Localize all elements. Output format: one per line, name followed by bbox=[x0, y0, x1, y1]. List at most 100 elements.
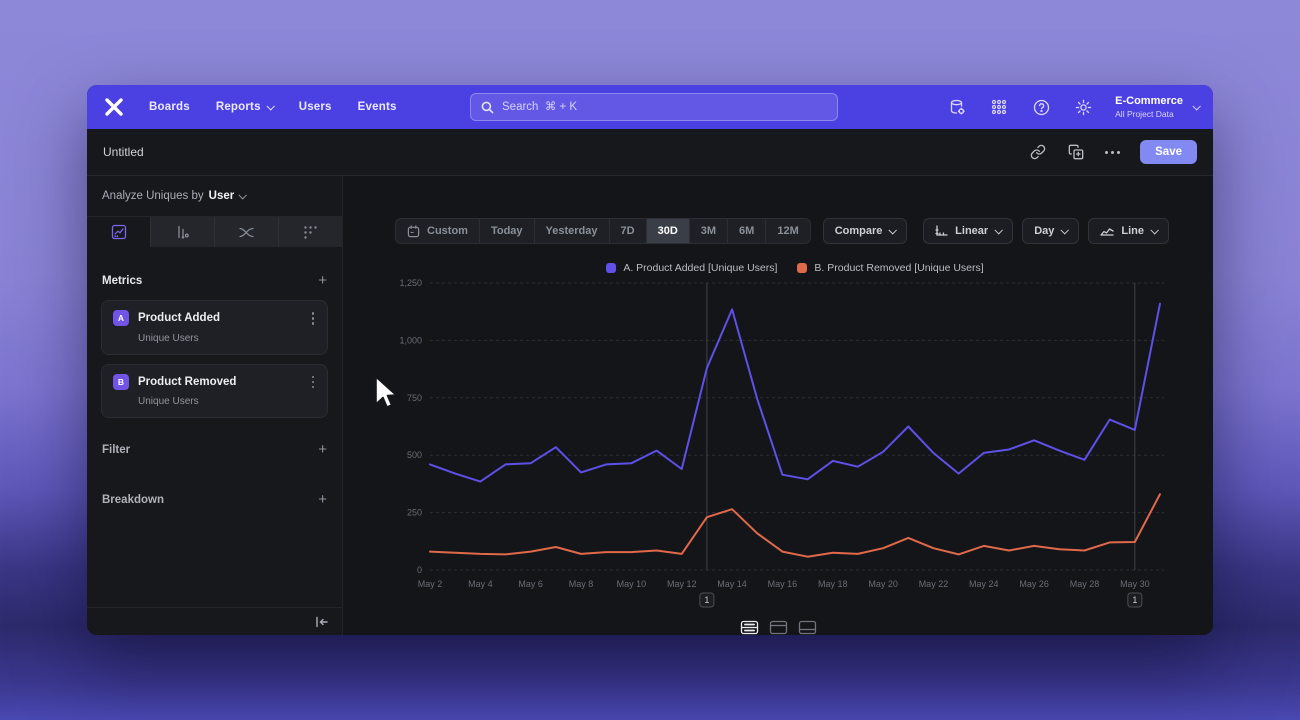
breakdown-section: Breakdown + bbox=[87, 492, 342, 507]
help-icon[interactable] bbox=[1031, 97, 1051, 117]
range-12m-button[interactable]: 12M bbox=[765, 219, 809, 243]
collapse-sidebar-icon[interactable] bbox=[315, 616, 329, 628]
scale-dropdown[interactable]: Linear bbox=[923, 218, 1014, 244]
legend-item-a[interactable]: A. Product Added [Unique Users] bbox=[606, 262, 777, 274]
svg-text:May 12: May 12 bbox=[667, 579, 697, 589]
metric-card-b[interactable]: B Product Removed Unique Users bbox=[101, 363, 328, 418]
add-breakdown-button[interactable]: + bbox=[318, 491, 327, 508]
svg-text:May 18: May 18 bbox=[818, 579, 848, 589]
interval-dropdown[interactable]: Day bbox=[1022, 218, 1080, 244]
range-label: 6M bbox=[739, 225, 755, 237]
data-governance-icon[interactable] bbox=[947, 97, 967, 117]
tab-retention[interactable] bbox=[278, 217, 342, 247]
svg-text:1: 1 bbox=[1132, 595, 1137, 605]
funnel-bars-icon bbox=[177, 225, 189, 239]
mixpanel-logo-icon[interactable] bbox=[101, 94, 127, 120]
legend-item-b[interactable]: B. Product Removed [Unique Users] bbox=[797, 262, 984, 274]
analyze-entity-dropdown[interactable]: User bbox=[208, 190, 248, 202]
chart-toolbar: Custom Today Yesterday 7D 30D 3M 6M 12M … bbox=[395, 218, 1169, 244]
nav-item-label: Boards bbox=[149, 101, 190, 113]
nav-item-boards[interactable]: Boards bbox=[149, 101, 190, 113]
navbar-right-group: E-Commerce All Project Data bbox=[947, 95, 1201, 119]
svg-text:500: 500 bbox=[407, 450, 422, 460]
breakdown-label: Breakdown bbox=[102, 493, 164, 506]
chart-type-dropdown[interactable]: Line bbox=[1088, 218, 1169, 244]
compare-label: Compare bbox=[834, 225, 883, 237]
project-text: E-Commerce All Project Data bbox=[1115, 95, 1183, 119]
svg-text:1: 1 bbox=[704, 595, 709, 605]
svg-text:May 8: May 8 bbox=[569, 579, 594, 589]
report-type-tabs bbox=[87, 217, 342, 247]
metric-subtitle[interactable]: Unique Users bbox=[138, 396, 199, 407]
svg-text:0: 0 bbox=[417, 565, 422, 575]
add-metric-button[interactable]: + bbox=[318, 272, 327, 289]
content-area: Analyze Uniques by User bbox=[87, 176, 1213, 635]
metric-menu-icon[interactable] bbox=[310, 374, 317, 391]
annotation-badge[interactable] bbox=[1127, 592, 1143, 608]
analyze-entity-value: User bbox=[208, 190, 235, 202]
layout-chart-top-button[interactable] bbox=[767, 619, 789, 635]
svg-text:May 30: May 30 bbox=[1120, 579, 1150, 589]
range-3m-button[interactable]: 3M bbox=[688, 219, 727, 243]
range-30d-button[interactable]: 30D bbox=[645, 219, 689, 243]
series-line-a[interactable] bbox=[429, 302, 1161, 483]
top-navbar: Boards Reports Users Events bbox=[87, 85, 1213, 129]
chevron-down-icon bbox=[1060, 226, 1070, 235]
project-name: E-Commerce bbox=[1115, 94, 1183, 107]
save-button[interactable]: Save bbox=[1140, 140, 1197, 164]
svg-text:May 14: May 14 bbox=[717, 579, 747, 589]
chart-legend: A. Product Added [Unique Users] B. Produ… bbox=[430, 262, 1160, 274]
tab-insights[interactable] bbox=[87, 217, 150, 247]
range-custom-button[interactable]: Custom bbox=[396, 219, 479, 243]
svg-text:May 26: May 26 bbox=[1019, 579, 1049, 589]
settings-gear-icon[interactable] bbox=[1073, 97, 1093, 117]
svg-text:1,250: 1,250 bbox=[399, 278, 422, 288]
series-line-b[interactable] bbox=[429, 493, 1161, 558]
report-title[interactable]: Untitled bbox=[103, 145, 144, 159]
range-label: 3M bbox=[700, 225, 717, 237]
range-today-button[interactable]: Today bbox=[478, 219, 534, 243]
metric-name: Product Added bbox=[138, 312, 220, 325]
range-label: Custom bbox=[427, 225, 468, 237]
metric-card-a[interactable]: A Product Added Unique Users bbox=[101, 300, 328, 355]
nav-item-reports[interactable]: Reports bbox=[215, 101, 275, 113]
nav-item-users[interactable]: Users bbox=[299, 101, 332, 113]
search-input[interactable] bbox=[502, 101, 827, 113]
compare-dropdown[interactable]: Compare bbox=[822, 218, 908, 244]
copy-link-icon[interactable] bbox=[1029, 143, 1047, 161]
line-chart[interactable]: 0 250 500 750 1,000 1,250 1 1 May 2 May 4 May 6 May… bbox=[343, 276, 1213, 616]
search-bar[interactable] bbox=[470, 93, 838, 121]
duplicate-icon[interactable] bbox=[1067, 143, 1085, 161]
svg-text:May 16: May 16 bbox=[768, 579, 798, 589]
metric-subtitle[interactable]: Unique Users bbox=[138, 332, 199, 344]
tab-flows[interactable] bbox=[214, 217, 278, 247]
range-7d-button[interactable]: 7D bbox=[608, 219, 646, 243]
metric-menu-icon[interactable] bbox=[310, 310, 317, 327]
more-options-icon[interactable] bbox=[1105, 150, 1121, 154]
report-header: Untitled Save bbox=[87, 129, 1213, 176]
metric-name: Product Removed bbox=[138, 375, 237, 388]
nav-item-events[interactable]: Events bbox=[358, 101, 397, 113]
range-6m-button[interactable]: 6M bbox=[727, 219, 765, 243]
svg-text:May 10: May 10 bbox=[617, 579, 647, 589]
layout-split-rows-button[interactable] bbox=[738, 619, 760, 635]
analyze-row: Analyze Uniques by User bbox=[87, 176, 342, 217]
chevron-down-icon bbox=[238, 191, 248, 200]
nav-item-label: Reports bbox=[215, 101, 261, 113]
range-label: 12M bbox=[777, 225, 799, 237]
metrics-header: Metrics + bbox=[87, 273, 342, 288]
add-filter-button[interactable]: + bbox=[318, 441, 327, 458]
query-sidebar: Analyze Uniques by User bbox=[87, 176, 343, 635]
svg-text:250: 250 bbox=[407, 508, 422, 518]
project-selector[interactable]: E-Commerce All Project Data bbox=[1115, 95, 1201, 119]
range-yesterday-button[interactable]: Yesterday bbox=[533, 219, 609, 243]
apps-grid-icon[interactable] bbox=[989, 97, 1009, 117]
filter-section: Filter + bbox=[87, 442, 342, 457]
layout-table-bottom-button[interactable] bbox=[796, 619, 818, 635]
date-range-group: Custom Today Yesterday 7D 30D 3M 6M 12M bbox=[395, 218, 811, 244]
tab-funnels[interactable] bbox=[150, 217, 214, 247]
report-actions: Save bbox=[1029, 140, 1197, 164]
svg-text:May 6: May 6 bbox=[518, 579, 543, 589]
retention-grid-icon bbox=[304, 225, 317, 239]
annotation-badge[interactable] bbox=[699, 592, 715, 608]
